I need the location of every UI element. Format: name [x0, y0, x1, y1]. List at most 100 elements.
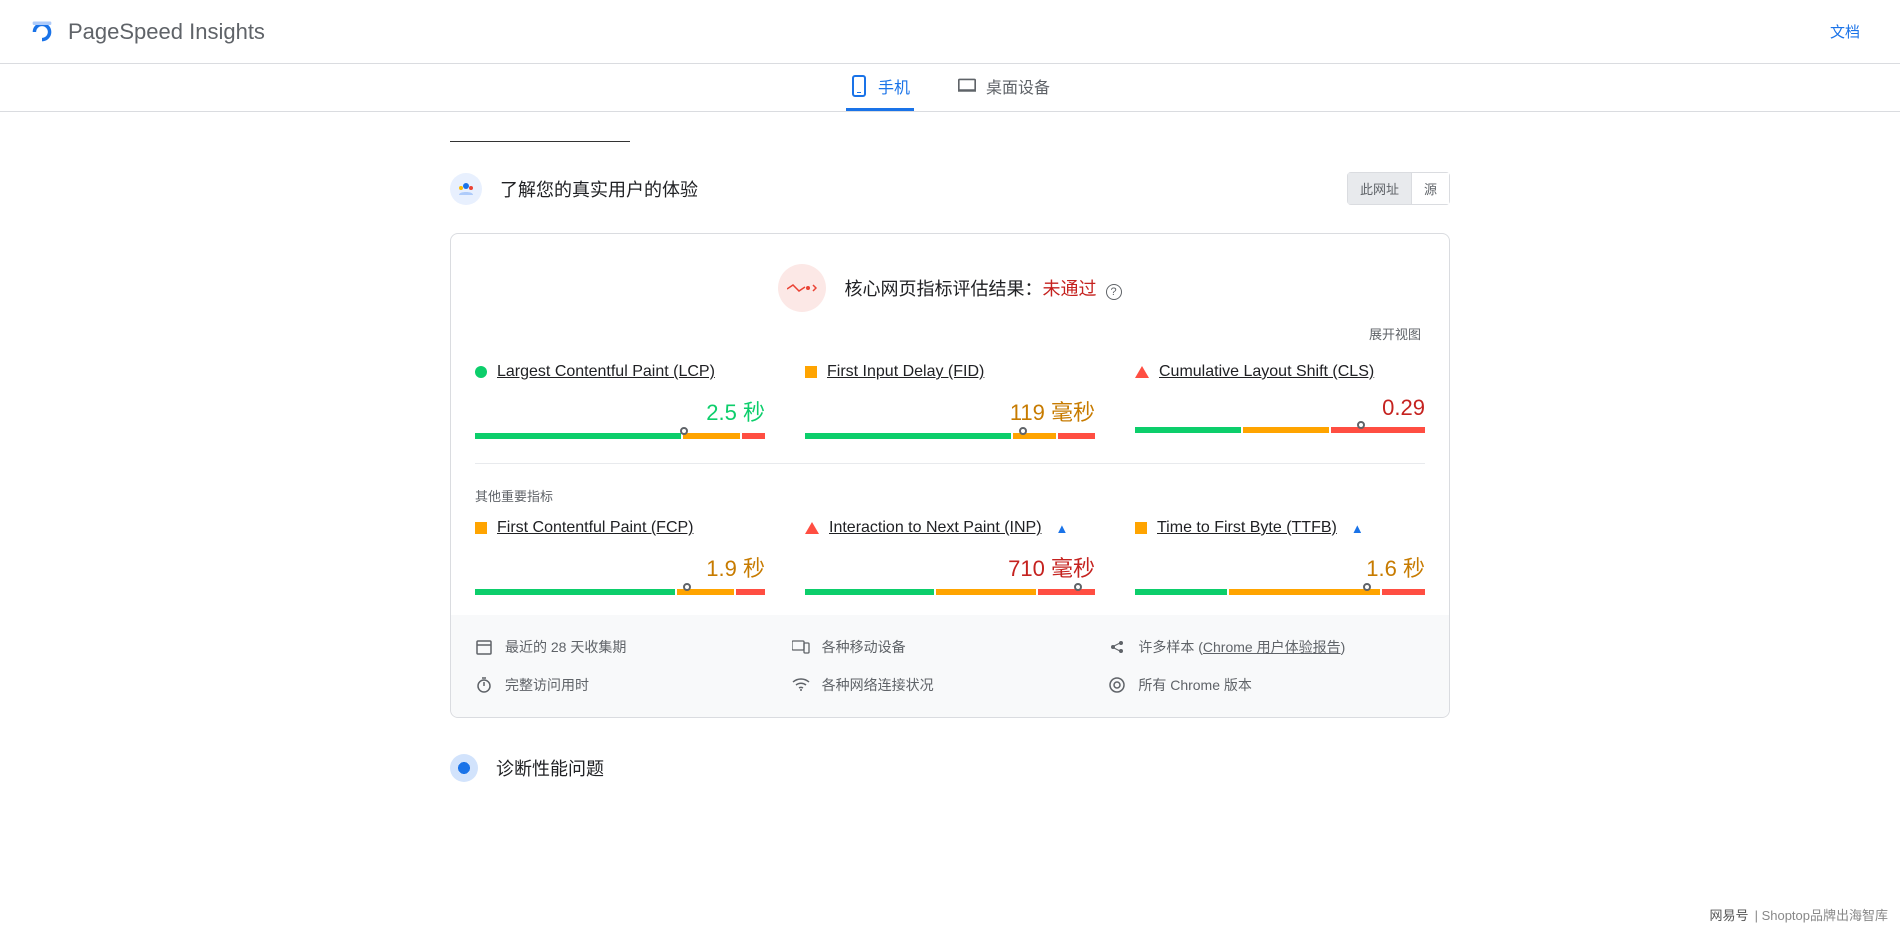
users-icon — [450, 173, 482, 205]
header-left: PageSpeed Insights — [28, 18, 265, 46]
metric-value: 2.5 秒 — [475, 395, 765, 427]
other-metrics-grid: First Contentful Paint (FCP) 1.9 秒 Interac… — [475, 519, 1425, 615]
devices-icon — [792, 638, 810, 656]
scope-toggle: 此网址 源 — [1347, 172, 1450, 205]
metric-name[interactable]: Cumulative Layout Shift (CLS) — [1159, 363, 1374, 381]
metric-head: Cumulative Layout Shift (CLS) — [1135, 363, 1425, 381]
ux-section-header: 了解您的真实用户的体验 此网址 源 — [450, 172, 1450, 205]
app-title: PageSpeed Insights — [68, 19, 265, 45]
mobile-icon — [850, 74, 868, 98]
tab-desktop-label: 桌面设备 — [986, 74, 1050, 98]
metric-head: Largest Contentful Paint (LCP) — [475, 363, 765, 381]
bar-poor — [742, 433, 765, 439]
docs-link[interactable]: 文档 — [1830, 21, 1860, 42]
expand-view-link[interactable]: 展开视图 — [475, 324, 1425, 343]
psi-logo-icon — [28, 18, 56, 46]
metric-name[interactable]: Interaction to Next Paint (INP) — [829, 519, 1042, 537]
info-period-text: 最近的 28 天收集期 — [505, 637, 626, 657]
info-duration-text: 完整访问用时 — [505, 675, 589, 695]
info-samples-text: 许多样本 (Chrome 用户体验报告) — [1138, 637, 1345, 657]
info-period: 最近的 28 天收集期 — [475, 637, 792, 657]
metric-firstinputdelayfid: First Input Delay (FID)119 毫秒 — [805, 363, 1095, 439]
watermark-text: Shoptop品牌出海智库 — [1762, 908, 1888, 923]
collection-info: 最近的 28 天收集期 各种移动设备 许多样本 (Chrome 用户体验报告) … — [451, 615, 1449, 717]
metric-value: 1.6 秒 — [1135, 551, 1425, 583]
metric-bar — [1135, 427, 1425, 433]
tab-mobile[interactable]: 手机 — [846, 62, 914, 111]
share-icon — [1108, 638, 1126, 656]
bar-marker — [1019, 427, 1027, 435]
main-content: 了解您的真实用户的体验 此网址 源 核心网页指标评估结果：未通过 ? 展开视图 … — [450, 112, 1450, 782]
metric-name[interactable]: First Input Delay (FID) — [827, 363, 984, 381]
bar-mid — [683, 433, 740, 439]
info-devices-text: 各种移动设备 — [822, 637, 906, 657]
assessment-text: 核心网页指标评估结果：未通过 ? — [844, 275, 1121, 301]
metric-timetofirstbytettfb: Time to First Byte (TTFB) ▲ 1.6 秒 — [1135, 519, 1425, 595]
metric-head: First Input Delay (FID) — [805, 363, 1095, 381]
bar-good — [805, 433, 1011, 439]
metric-firstcontentfulpaintfcp: First Contentful Paint (FCP) 1.9 秒 — [475, 519, 765, 595]
watermark: 网易号| Shoptop品牌出海智库 — [1710, 905, 1888, 924]
bar-poor — [1058, 433, 1095, 439]
metric-head: Time to First Byte (TTFB) ▲ — [1135, 519, 1425, 537]
info-devices: 各种移动设备 — [792, 637, 1109, 657]
metric-head: First Contentful Paint (FCP) — [475, 519, 765, 537]
assessment-badge-icon — [778, 264, 826, 312]
metric-value: 1.9 秒 — [475, 551, 765, 583]
metric-value: 710 毫秒 — [805, 551, 1095, 583]
bar-marker — [1363, 583, 1371, 591]
tab-mobile-label: 手机 — [878, 74, 910, 98]
metric-bar — [805, 433, 1095, 439]
metric-name[interactable]: Time to First Byte (TTFB) — [1157, 519, 1337, 537]
status-triangle-icon — [1135, 366, 1149, 378]
help-icon[interactable]: ? — [1106, 284, 1122, 300]
info-chrome: 所有 Chrome 版本 — [1108, 675, 1425, 695]
bar-good — [805, 589, 934, 595]
bar-poor — [1038, 589, 1095, 595]
metric-cumulativelayoutshiftcls: Cumulative Layout Shift (CLS)0.29 — [1135, 363, 1425, 439]
crux-report-link[interactable]: Chrome 用户体验报告 — [1203, 639, 1341, 655]
bar-mid — [1229, 589, 1381, 595]
toggle-this-url[interactable]: 此网址 — [1348, 173, 1412, 204]
flask-icon: ▲ — [1351, 521, 1364, 536]
chrome-icon — [1108, 676, 1126, 694]
info-duration: 完整访问用时 — [475, 675, 792, 695]
bar-good — [1135, 427, 1241, 433]
toggle-origin[interactable]: 源 — [1412, 173, 1449, 204]
metric-name[interactable]: First Contentful Paint (FCP) — [497, 519, 694, 537]
status-square-icon — [1135, 522, 1147, 534]
section-left: 了解您的真实用户的体验 — [450, 173, 698, 205]
other-metrics-label: 其他重要指标 — [475, 486, 1425, 505]
status-circle-icon — [475, 366, 487, 378]
bar-good — [1135, 589, 1227, 595]
info-chrome-text: 所有 Chrome 版本 — [1138, 675, 1252, 695]
metric-bar — [1135, 589, 1425, 595]
app-header: PageSpeed Insights 文档 — [0, 0, 1900, 64]
url-stub — [450, 124, 630, 142]
info-network: 各种网络连接状况 — [792, 675, 1109, 695]
core-metrics-grid: Largest Contentful Paint (LCP) 2.5 秒 First… — [475, 363, 1425, 464]
bar-poor — [1382, 589, 1425, 595]
metric-bar — [475, 433, 765, 439]
device-tabs: 手机 桌面设备 — [0, 64, 1900, 112]
bar-mid — [1243, 427, 1329, 433]
assessment-row: 核心网页指标评估结果：未通过 ? — [475, 264, 1425, 312]
status-square-icon — [805, 366, 817, 378]
diagnose-icon — [450, 754, 478, 782]
bar-marker — [680, 427, 688, 435]
metric-name[interactable]: Largest Contentful Paint (LCP) — [497, 363, 715, 381]
calendar-icon — [475, 638, 493, 656]
metric-bar — [475, 589, 765, 595]
tab-desktop[interactable]: 桌面设备 — [954, 62, 1054, 111]
diagnose-section-header: 诊断性能问题 — [450, 754, 1450, 782]
bar-good — [475, 433, 681, 439]
status-triangle-icon — [805, 522, 819, 534]
timer-icon — [475, 676, 493, 694]
desktop-icon — [958, 74, 976, 98]
metric-head: Interaction to Next Paint (INP) ▲ — [805, 519, 1095, 537]
metric-largestcontentfulpaintlcp: Largest Contentful Paint (LCP) 2.5 秒 — [475, 363, 765, 439]
assessment-prefix: 核心网页指标评估结果： — [844, 279, 1042, 299]
metric-interactiontonextpaintinp: Interaction to Next Paint (INP) ▲ 710 毫秒 — [805, 519, 1095, 595]
bar-mid — [936, 589, 1036, 595]
flask-icon: ▲ — [1056, 521, 1069, 536]
